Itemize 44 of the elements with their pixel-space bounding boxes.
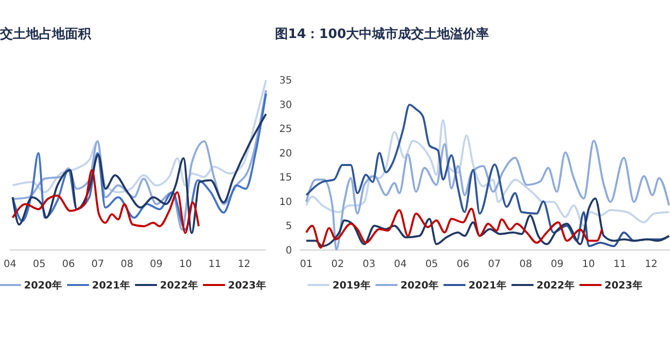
legend-label: 2020年	[400, 280, 438, 292]
y-tick-label: 35	[279, 76, 292, 86]
x-tick-label: 06	[456, 259, 470, 270]
x-tick-label: 04	[394, 259, 407, 270]
legend-label: 2020年	[24, 280, 62, 292]
legend-label: 2023年	[604, 280, 642, 292]
line-series	[305, 140, 670, 251]
legend-label: 2023年	[228, 280, 266, 292]
x-tick-label: 10	[179, 259, 192, 270]
y-tick-label: 30	[279, 100, 292, 111]
x-tick-label: 02	[331, 259, 344, 270]
y-tick-label: 15	[279, 172, 292, 184]
legend-label: 2022年	[160, 280, 198, 292]
y-tick-label: 5	[286, 221, 292, 232]
x-tick-label: 11	[613, 259, 626, 270]
x-tick-label: 12	[238, 259, 250, 270]
line-series	[305, 119, 670, 227]
line-series	[305, 198, 670, 248]
x-tick-label: 08	[120, 259, 134, 270]
legend-label: 2022年	[536, 280, 574, 292]
y-tick-label: 0	[286, 246, 292, 256]
x-tick-label: 05	[425, 259, 438, 270]
x-tick-label: 07	[488, 259, 501, 270]
x-tick-label: 04	[4, 259, 16, 270]
x-tick-label: 09	[150, 259, 163, 270]
legend-label: 2019年	[332, 280, 370, 292]
x-tick-label: 07	[91, 259, 104, 270]
y-tick-label: 10	[279, 196, 292, 208]
y-tick-label: 20	[279, 148, 292, 160]
x-tick-label: 09	[550, 259, 564, 270]
x-tick-label: 10	[582, 259, 595, 270]
x-tick-label: 06	[62, 259, 75, 270]
x-tick-label: 05	[32, 259, 46, 270]
x-tick-label: 12	[644, 259, 658, 270]
legend-label: 2021年	[468, 280, 506, 292]
line-series	[305, 208, 603, 249]
x-tick-label: 01	[300, 259, 313, 270]
x-tick-label: 11	[208, 259, 222, 270]
chart-title: 交土地占地面积	[0, 26, 92, 42]
x-tick-label: 08	[519, 259, 532, 270]
y-tick-label: 25	[279, 124, 292, 136]
legend-label: 2021年	[92, 280, 130, 292]
chart-title: 图14：100大中城市成交土地溢价率	[275, 26, 490, 42]
x-tick-label: 03	[362, 259, 376, 270]
